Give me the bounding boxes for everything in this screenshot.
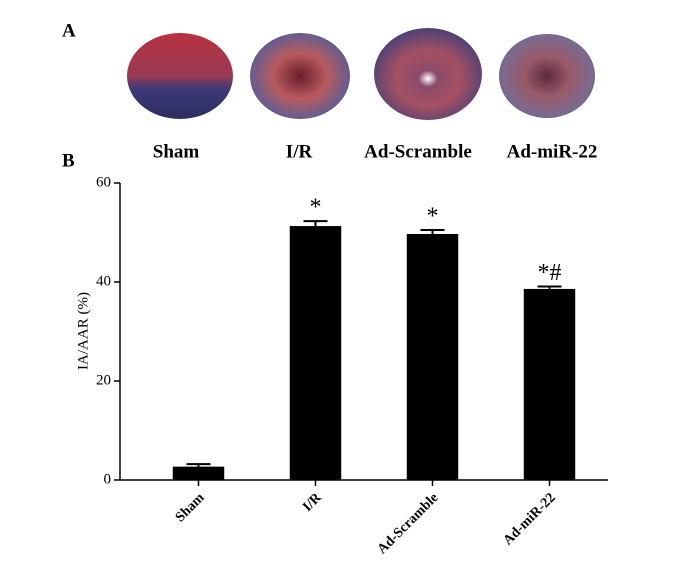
bar (172, 466, 225, 480)
x-tick-label: Sham (173, 490, 208, 525)
image-label: Sham (153, 141, 200, 162)
annotation: * (310, 195, 322, 221)
x-tick-label: Ad-miR-22 (501, 490, 559, 548)
y-axis-label: IA/AAR (%) (75, 292, 91, 370)
y-tick-label: 0 (104, 471, 112, 487)
bar (406, 233, 459, 480)
heart-image (127, 33, 233, 119)
panel-label: A (62, 20, 76, 41)
image-label: Ad-miR-22 (507, 141, 598, 162)
bar (523, 288, 576, 480)
y-tick-label: 60 (96, 174, 111, 190)
error-bar (186, 463, 211, 467)
error-bar (420, 229, 445, 234)
image-label: Ad-Scramble (364, 141, 472, 162)
error-bar (303, 220, 328, 227)
panel-label: B (62, 150, 75, 171)
bar (289, 226, 342, 480)
heart-image (250, 33, 350, 119)
heart-image (499, 34, 595, 118)
x-tick-label: Ad-Scramble (375, 490, 442, 557)
error-bar (537, 285, 562, 289)
y-tick-label: 40 (96, 273, 111, 289)
y-tick-label: 20 (96, 372, 111, 388)
annotation: *# (538, 260, 562, 286)
x-tick-label: I/R (300, 490, 325, 515)
annotation: * (427, 204, 439, 230)
heart-image (374, 28, 482, 120)
image-label: I/R (286, 141, 313, 162)
